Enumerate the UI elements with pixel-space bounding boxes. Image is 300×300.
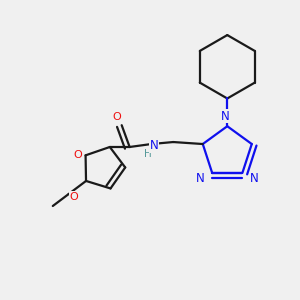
Text: N: N	[221, 110, 230, 123]
Text: N: N	[196, 172, 205, 185]
Text: H: H	[144, 149, 151, 159]
Text: O: O	[112, 112, 121, 122]
Text: O: O	[73, 150, 82, 160]
Text: O: O	[69, 192, 78, 202]
Text: N: N	[150, 140, 159, 152]
Text: N: N	[250, 172, 259, 185]
